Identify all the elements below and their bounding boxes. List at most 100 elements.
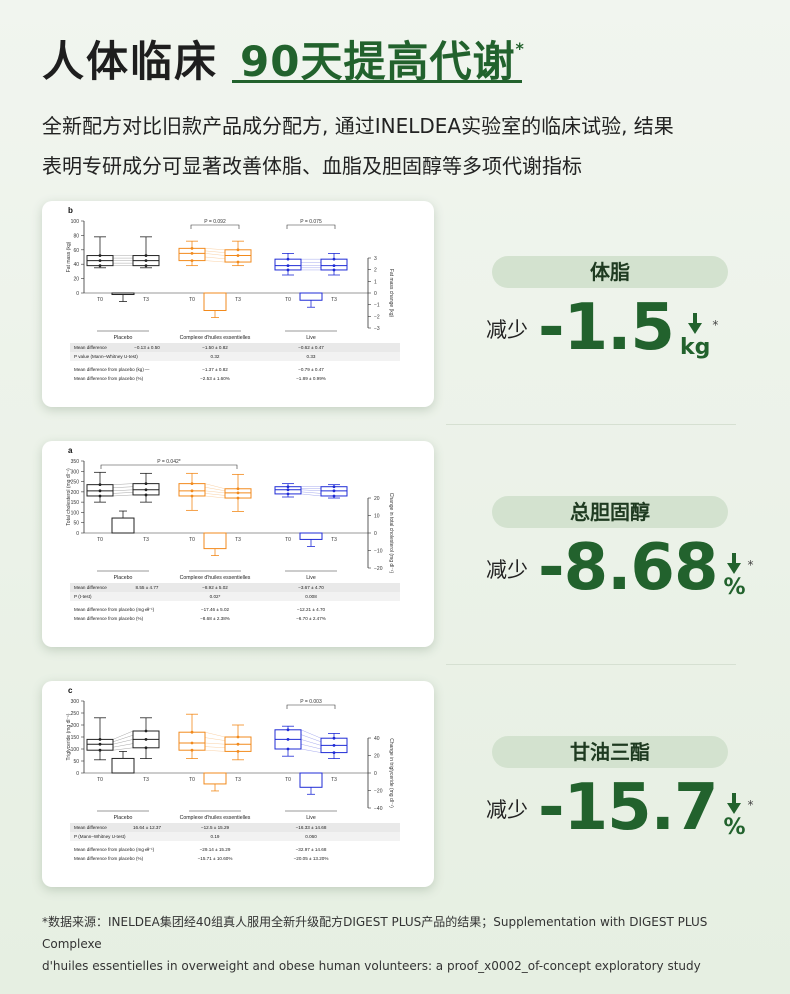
y2-tick-label: −2 (374, 314, 380, 320)
y2-tick-label: 10 (374, 514, 380, 520)
x-tick-label: T0 (285, 537, 291, 543)
metric-unit-box: % (723, 793, 746, 840)
table-cell: −6.70 ± 2.47% (296, 616, 326, 621)
metric-value: -1.5 (538, 291, 675, 365)
box-point (236, 735, 240, 739)
table-cell: −0.13 ± 0.50 (134, 345, 160, 350)
fat-mass-chart: b 0 20 40 60 80 100 Fat mass (kg) 3 2 1 0 −1 −2 −3 Fat … (66, 206, 400, 381)
table-row-label: P (Mann–Whitney U-test) (74, 834, 126, 839)
change-bar (299, 292, 323, 301)
paired-line (300, 493, 322, 497)
box-point (190, 748, 194, 752)
table-cell: −32.97 ± 14.68 (296, 847, 327, 852)
pvalue-label: P = 0.075 (300, 219, 322, 225)
paired-line (112, 747, 134, 751)
x-tick-label: T3 (235, 777, 241, 783)
box-point (190, 252, 194, 255)
box-point (236, 491, 240, 495)
table-row-bg (70, 592, 400, 601)
y2-tick-label: 0 (374, 771, 377, 777)
y2-axis-label: Fat mass change (kg) (388, 269, 394, 318)
intro-text: 全新配方对比旧款产品成分配方, 通过INELDEA实验室的临床试验, 结果 表明… (42, 106, 762, 186)
y2-tick-label: −40 (374, 806, 383, 812)
divider (446, 424, 736, 425)
y-tick-label: 100 (71, 219, 80, 225)
table-row-bg (70, 832, 400, 841)
intro-line-2: 表明专研成分可显著改善体脂、血脂及胆固醇等多项代谢指标 (42, 154, 582, 178)
pvalue-label: P = 0.042* (157, 459, 180, 465)
paired-line (204, 490, 226, 494)
box-point (332, 485, 336, 489)
table-cell: −8.68 ± 2.38% (200, 616, 230, 621)
box-point (286, 488, 290, 492)
x-tick-label: T0 (285, 777, 291, 783)
metric-prefix: 减少 (486, 798, 528, 822)
box-point (144, 746, 148, 750)
table-cell: −0.62 ± 0.47 (298, 345, 324, 350)
box-point (236, 248, 240, 252)
table-row-label: P value (Mann–Whitney U-test) (74, 354, 138, 359)
box-point (286, 492, 290, 496)
box-point (98, 738, 102, 741)
box-point (286, 728, 290, 732)
paired-line (300, 489, 322, 492)
group-label: Complexe d'huiles essentielles (180, 335, 251, 341)
table-cell: 0.02* (210, 594, 221, 599)
box-point (236, 487, 240, 491)
y-tick-label: 350 (71, 459, 80, 465)
group-label: Placebo (114, 335, 133, 341)
group-label: Live (306, 335, 316, 341)
table-cell: −1.37 ± 0.82 (202, 367, 228, 372)
y-tick-label: 250 (71, 711, 80, 717)
table-cell: — (145, 607, 150, 612)
box-point (144, 738, 148, 741)
y2-tick-label: 2 (374, 268, 377, 274)
box-point (98, 742, 102, 746)
y-tick-label: 100 (71, 510, 80, 516)
panel-letter: a (68, 446, 73, 455)
box-point (332, 494, 336, 498)
title-black: 人体临床 (42, 37, 219, 86)
metric-triglyceride: 减少 -15.7 % * (486, 776, 766, 840)
table-row-label: Mean difference from placebo (mg dl⁻¹) (74, 847, 155, 852)
metric-star: * (747, 798, 754, 812)
y-tick-label: 40 (73, 262, 79, 268)
metric-star: * (747, 558, 754, 572)
change-bar (203, 532, 227, 550)
footnote-line-1: *数据来源：INELDEA集团经40组真人服用全新升级配方DIGEST PLUS… (42, 915, 708, 951)
paired-line (204, 737, 226, 741)
y-tick-label: 300 (71, 469, 80, 475)
x-tick-label: T0 (189, 537, 195, 543)
metric-value: -15.7 (538, 771, 718, 845)
paired-line (112, 735, 134, 742)
y2-tick-label: −1 (374, 303, 380, 309)
y2-tick-label: −20 (374, 789, 383, 795)
box-point (98, 494, 102, 498)
paired-line (300, 729, 322, 739)
table-row-label: Mean difference from placebo (kg) (74, 367, 144, 372)
box-point (286, 485, 290, 489)
box-point (144, 264, 148, 268)
box-point (190, 489, 194, 493)
paired-line (204, 742, 226, 745)
paired-line (112, 483, 134, 485)
box-point (144, 488, 148, 492)
box-point (332, 268, 336, 272)
change-bar (299, 772, 323, 788)
table-cell: −15.71 ± 10.60% (198, 856, 233, 861)
metric-unit-box: kg (680, 313, 710, 360)
table-cell: 0.32 (211, 354, 220, 359)
box-point (190, 730, 194, 734)
down-arrow-icon (727, 553, 742, 574)
box-point (98, 254, 102, 257)
y-tick-label: 250 (71, 480, 80, 486)
footnote-line-2: d'huiles essentielles in overweight and … (42, 959, 701, 973)
change-bar (111, 757, 135, 774)
metric-prefix: 减少 (486, 318, 528, 342)
change-bar (111, 292, 135, 296)
metric-body-fat: 减少 -1.5 kg * (486, 296, 766, 360)
group-label: Placebo (114, 815, 133, 821)
box-point (236, 260, 240, 264)
y-axis-label: Total cholesterol (mg dl⁻¹) (66, 468, 72, 526)
